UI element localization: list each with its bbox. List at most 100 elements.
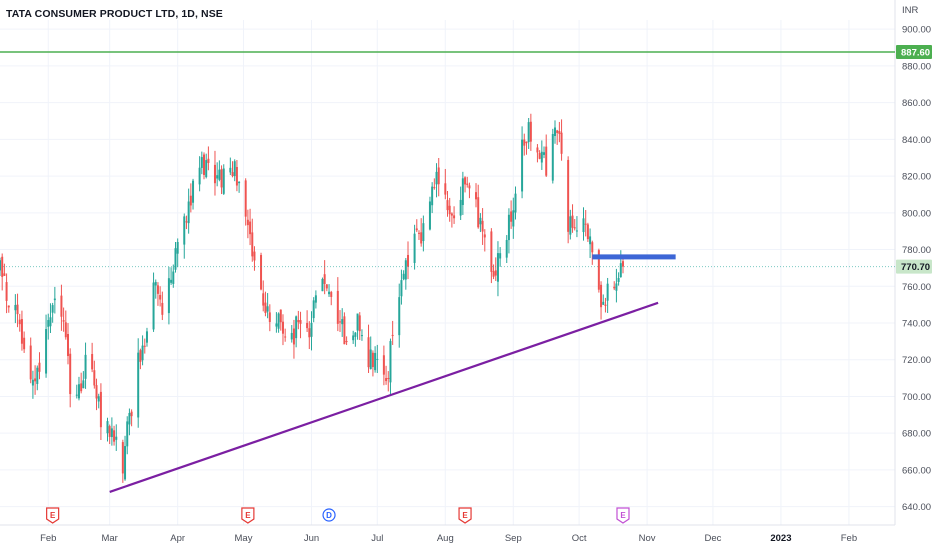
candle-body [207, 158, 210, 163]
candle-body [490, 231, 493, 272]
candle-body [615, 283, 618, 291]
candle-body [428, 201, 431, 230]
candle-body [121, 442, 124, 474]
candle-body [398, 297, 401, 336]
candle [124, 435, 127, 481]
candle-body [292, 328, 295, 345]
candle-body [306, 322, 309, 329]
earnings-marker[interactable]: E [46, 507, 60, 524]
candle [523, 133, 526, 156]
candle [106, 417, 109, 442]
candle [67, 323, 70, 365]
candle-body [38, 362, 41, 372]
marker-shape [241, 507, 255, 524]
candle [369, 336, 372, 370]
candle [292, 319, 295, 359]
candle-body [49, 317, 52, 327]
candle [435, 163, 438, 198]
candle [200, 151, 203, 175]
candle [586, 222, 589, 242]
candle-body [433, 187, 436, 189]
candle-body [290, 332, 293, 340]
x-tick-label: Nov [639, 533, 656, 544]
candle-body [606, 283, 609, 301]
candle-body [145, 331, 148, 343]
candle-body [600, 284, 603, 308]
candle [479, 213, 482, 233]
candle-body [200, 157, 203, 168]
candle-body [464, 177, 467, 185]
candle [323, 260, 326, 295]
candle-body [525, 141, 528, 144]
y-tick-label: 660.00 [902, 465, 931, 476]
candle [183, 213, 186, 259]
candle [376, 344, 379, 374]
candle-body [137, 352, 140, 418]
candle-body [295, 316, 298, 339]
candle [246, 209, 249, 239]
candle-body [367, 337, 370, 368]
candle-body [0, 260, 1, 271]
candle-body [97, 396, 100, 402]
candle [284, 328, 287, 342]
marker-shape [322, 508, 336, 522]
candle-body [507, 214, 510, 241]
candle [589, 228, 592, 258]
candle-body [310, 322, 313, 337]
candle-body [543, 152, 546, 155]
x-tick-label: May [235, 533, 253, 544]
candle [187, 188, 190, 234]
candle-body [60, 295, 63, 317]
candle [229, 157, 232, 176]
candle-body [591, 242, 594, 253]
candle-body [130, 411, 133, 417]
candle-body [453, 215, 456, 219]
candle [475, 183, 478, 208]
candle-body [235, 166, 238, 186]
candle-body [189, 195, 192, 206]
candle-body [571, 215, 574, 228]
candle [18, 313, 21, 332]
candle [437, 157, 440, 197]
candle [459, 186, 462, 221]
candle-body [567, 159, 570, 232]
candle [115, 424, 118, 451]
candle [560, 119, 563, 161]
candle [521, 126, 524, 199]
candle [621, 258, 624, 274]
current-price-tag: 770.70 [896, 259, 932, 274]
candle [93, 360, 96, 389]
y-tick-label: 900.00 [902, 25, 931, 36]
x-tick-label: Oct [572, 533, 587, 544]
candle-body [459, 199, 462, 216]
earnings-marker[interactable]: E [458, 507, 472, 524]
candle [496, 241, 499, 297]
candle [110, 417, 113, 446]
earnings-marker[interactable]: E [241, 507, 255, 524]
x-tick-label: Jun [304, 533, 319, 544]
candle [128, 408, 131, 436]
candle-body [231, 172, 234, 177]
dividend-marker[interactable]: D [322, 508, 336, 522]
candle-body [437, 167, 440, 185]
candle [205, 153, 208, 179]
candle-body [382, 355, 385, 375]
candle-body [93, 370, 96, 386]
candle-body [558, 131, 561, 134]
candle-body [617, 277, 620, 282]
candle-body [47, 320, 50, 327]
candle-body [527, 122, 530, 143]
candle [167, 266, 170, 325]
candle [545, 134, 548, 177]
candle-body [604, 304, 607, 306]
candle-body [80, 383, 83, 392]
candle-body [569, 216, 572, 235]
candle-body [167, 278, 170, 314]
candle-body [494, 270, 497, 276]
candle [75, 384, 78, 399]
upcoming_earnings-marker[interactable]: E [616, 507, 630, 524]
candle [7, 305, 10, 313]
